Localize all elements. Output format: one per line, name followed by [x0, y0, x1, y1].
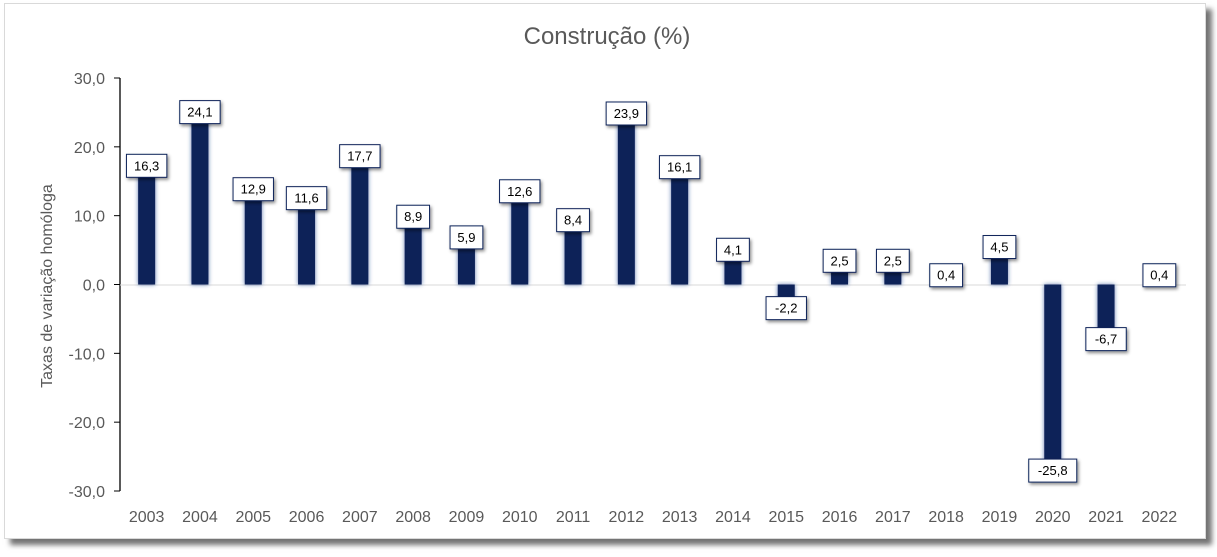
data-label-box — [499, 179, 541, 204]
data-labels: 16,3 24,1 12,9 11,6 17,7 8,9 5,9 12,6 8,4 23,9 16,… — [125, 100, 1177, 483]
bar-2009 — [457, 243, 475, 285]
bar-2010 — [511, 197, 529, 285]
bar-2020 — [1044, 284, 1062, 463]
x-tick-label: 2014 — [715, 509, 751, 526]
y-tick-label: 0,0 — [83, 278, 105, 295]
bar-2012 — [617, 119, 635, 285]
bar-2007 — [351, 162, 369, 285]
x-tick-label: 2021 — [1088, 509, 1124, 526]
x-tick-label: 2013 — [662, 509, 698, 526]
data-label: 8,4 — [564, 213, 582, 228]
bar-2006 — [298, 204, 316, 285]
data-label: 16,1 — [667, 160, 692, 175]
data-label: 2,5 — [884, 253, 902, 268]
data-label: 2,5 — [831, 253, 849, 268]
bar-2013 — [671, 173, 689, 285]
data-label-box — [1085, 327, 1127, 352]
y-ticks: 30,0 20,0 10,0 0,0 -10,0 -20,0 -30,0 — [69, 71, 120, 501]
data-label-box — [1028, 458, 1078, 483]
data-label: 17,7 — [347, 149, 372, 164]
x-tick-label: 2020 — [1035, 509, 1071, 526]
data-label: 23,9 — [614, 106, 639, 121]
data-label-box — [929, 263, 964, 288]
x-ticks: 2003 2004 2005 2006 2007 2008 2009 2010 2011 2012… — [129, 509, 1177, 526]
data-label-box — [765, 296, 807, 321]
x-tick-label: 2015 — [768, 509, 804, 526]
x-tick-label: 2003 — [129, 509, 165, 526]
x-tick-label: 2022 — [1142, 509, 1178, 526]
data-label: -2,2 — [775, 301, 797, 316]
bar-2003 — [138, 172, 156, 285]
x-tick-label: 2009 — [449, 509, 485, 526]
data-label: 16,3 — [134, 158, 159, 173]
x-tick-label: 2016 — [822, 509, 858, 526]
data-label: 0,4 — [937, 268, 955, 283]
x-tick-label: 2019 — [982, 509, 1018, 526]
data-label: 24,1 — [187, 105, 212, 120]
data-label: 11,6 — [294, 191, 318, 206]
bar-2011 — [564, 226, 582, 285]
data-label-box — [982, 235, 1017, 260]
data-label-box — [449, 225, 484, 250]
x-tick-label: 2011 — [556, 509, 591, 526]
y-axis-label: Taxas de variação homóloga — [39, 184, 56, 388]
data-label-box — [556, 208, 590, 233]
bar-2014 — [724, 256, 742, 285]
data-label-box — [396, 204, 431, 229]
data-label: 12,9 — [241, 182, 266, 197]
data-label: -25,8 — [1038, 463, 1068, 478]
data-label: 0,4 — [1150, 268, 1168, 283]
data-label-box — [658, 155, 701, 180]
y-tick-label: 20,0 — [74, 140, 105, 157]
data-label-box — [285, 186, 328, 211]
data-label-box — [125, 153, 168, 178]
y-tick-label: -20,0 — [69, 415, 106, 432]
x-tick-label: 2012 — [609, 509, 645, 526]
y-tick-label: -30,0 — [69, 484, 106, 501]
data-label: 4,1 — [724, 242, 742, 257]
x-tick-label: 2008 — [395, 509, 431, 526]
data-label-box — [716, 237, 750, 262]
y-tick-label: 30,0 — [74, 71, 105, 88]
data-label: 4,5 — [990, 240, 1008, 255]
data-label-box — [339, 144, 381, 169]
x-tick-label: 2010 — [502, 509, 538, 526]
bar-2015 — [777, 284, 795, 300]
x-tick-label: 2005 — [235, 509, 271, 526]
data-label: 8,9 — [404, 209, 422, 224]
data-label-box — [822, 248, 857, 273]
data-label-box — [605, 101, 648, 126]
data-label-box — [179, 100, 221, 125]
x-tick-label: 2004 — [182, 509, 218, 526]
x-tick-label: 2018 — [928, 509, 964, 526]
x-tick-label: 2017 — [875, 509, 911, 526]
data-label-box — [232, 177, 274, 202]
x-tick-label: 2006 — [289, 509, 325, 526]
data-label: 5,9 — [457, 230, 475, 245]
bar-2005 — [244, 195, 262, 285]
y-tick-label: 10,0 — [74, 209, 105, 226]
data-label-box — [1142, 263, 1177, 288]
bar-2004 — [191, 118, 209, 285]
bars — [138, 118, 1168, 463]
chart-title: Construção (%) — [524, 23, 691, 50]
bar-2008 — [404, 223, 422, 285]
bar-2019 — [990, 253, 1008, 285]
y-tick-label: -10,0 — [69, 346, 106, 363]
data-label: -6,7 — [1095, 332, 1117, 347]
bar-2021 — [1097, 284, 1115, 331]
x-tick-label: 2007 — [342, 509, 378, 526]
data-label: 12,6 — [507, 184, 532, 199]
data-label-box — [875, 248, 910, 273]
